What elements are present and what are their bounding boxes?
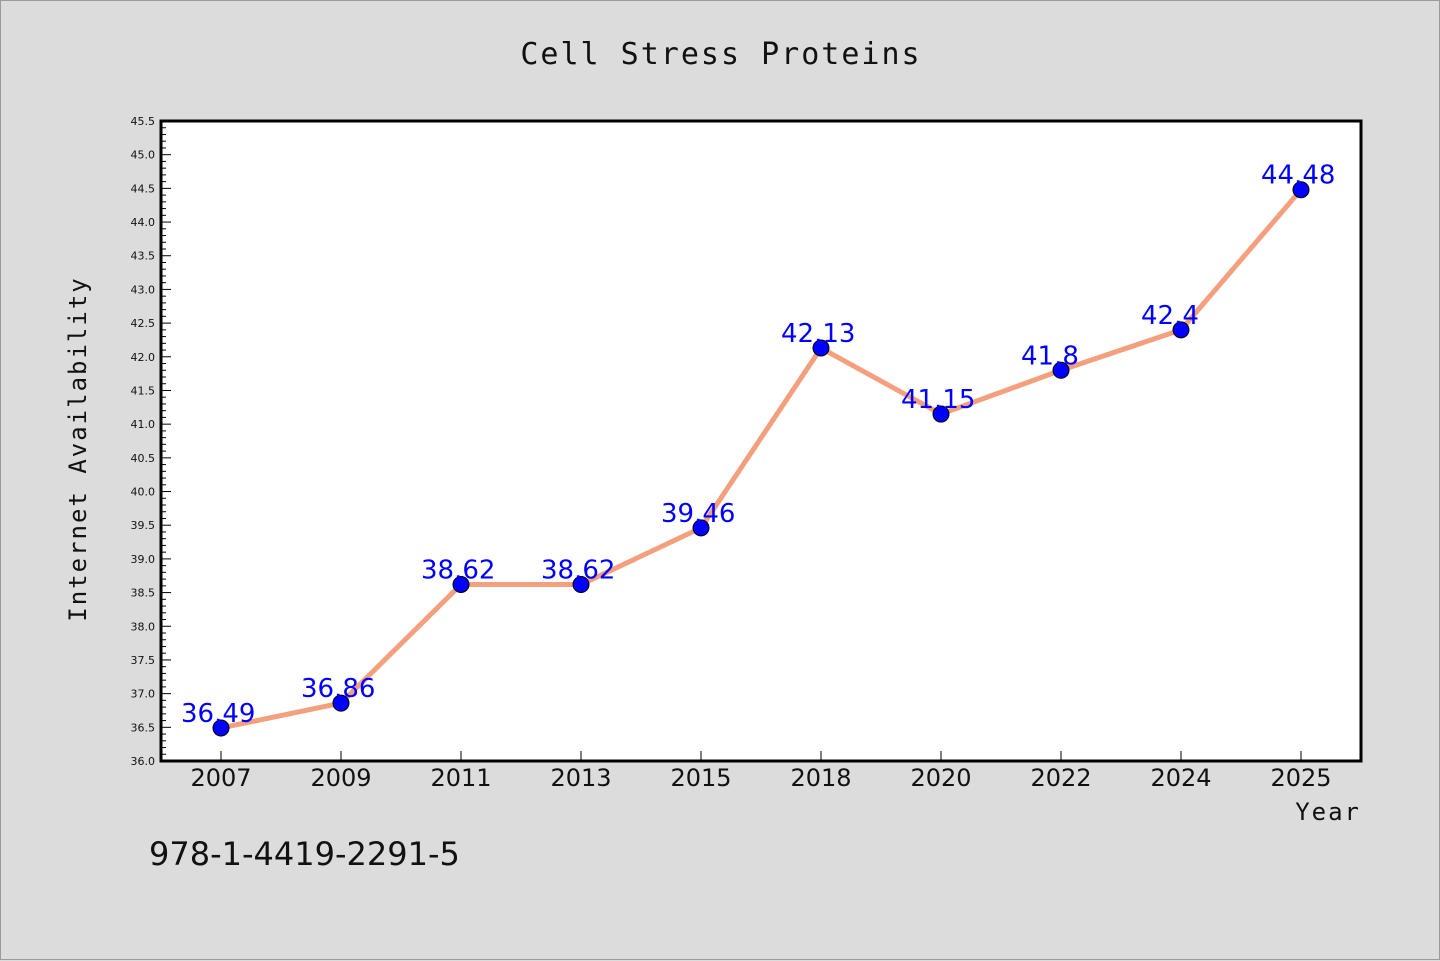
data-point (1292, 181, 1310, 199)
x-tick-label: 2007 (190, 764, 251, 792)
data-label: 36.86 (301, 674, 375, 704)
y-tick-label: 44.0 (131, 216, 156, 229)
data-point (212, 719, 230, 737)
isbn-text: 978-1-4419-2291-5 (149, 835, 460, 873)
y-tick-label: 45.0 (131, 149, 156, 162)
data-point (332, 694, 350, 712)
x-axis: 2007 2009 2011 2013 2015 2018 2020 2022 2024 2025 (190, 751, 1332, 792)
data-label: 36.49 (181, 699, 255, 729)
y-tick-label: 42.0 (131, 351, 156, 364)
x-tick-label: 2011 (430, 764, 491, 792)
y-tick-label: 39.0 (131, 553, 156, 566)
y-tick-label: 43.5 (131, 250, 156, 263)
x-tick-label: 2013 (550, 764, 611, 792)
y-tick-label: 42.5 (131, 317, 156, 330)
x-axis-label: Year (1295, 798, 1361, 826)
data-label: 41.15 (901, 385, 975, 415)
data-point (932, 405, 950, 423)
data-point (452, 575, 470, 593)
y-tick-label: 39.5 (131, 519, 156, 532)
data-point (692, 519, 710, 537)
x-tick-label: 2020 (910, 764, 971, 792)
data-point (572, 575, 590, 593)
data-point (1052, 361, 1070, 379)
x-tick-label: 2015 (670, 764, 731, 792)
y-tick-label: 41.0 (131, 418, 156, 431)
series-layer: 36.49 36.86 38.62 38.62 39.46 42.13 41.15 41.8 4… (181, 161, 1335, 737)
data-label: 42.13 (781, 319, 855, 349)
y-tick-label: 45.5 (131, 115, 156, 128)
y-tick-label: 44.5 (131, 182, 156, 195)
y-tick-label: 37.5 (131, 654, 156, 667)
y-tick-label: 40.5 (131, 452, 156, 465)
x-tick-label: 2018 (790, 764, 851, 792)
data-label: 44.48 (1261, 161, 1335, 191)
y-tick-label: 36.5 (131, 721, 156, 734)
x-tick-label: 2022 (1030, 764, 1091, 792)
y-tick-label: 36.0 (131, 755, 156, 768)
data-label: 41.8 (1021, 341, 1079, 371)
x-tick-label: 2009 (310, 764, 371, 792)
data-label: 38.62 (421, 555, 495, 585)
y-tick-label: 43.0 (131, 283, 156, 296)
y-tick-label: 40.0 (131, 486, 156, 499)
chart-title: Cell Stress Proteins (520, 37, 921, 72)
x-tick-label: 2024 (1150, 764, 1211, 792)
y-axis: 36.0 36.5 37.0 37.5 38.0 38.5 39.0 39.5 40.0 40.5… (131, 115, 171, 768)
y-tick-label: 38.0 (131, 620, 156, 633)
data-point (812, 339, 830, 357)
series-line (218, 187, 1304, 731)
y-tick-label: 37.0 (131, 688, 156, 701)
plot-border (159, 119, 1363, 763)
data-point (1172, 321, 1190, 339)
data-label: 39.46 (661, 499, 735, 529)
y-tick-label: 41.5 (131, 384, 156, 397)
x-tick-label: 2025 (1270, 764, 1331, 792)
y-axis-label: Internet Availability (64, 276, 92, 621)
data-label: 38.62 (541, 555, 615, 585)
data-label: 42.4 (1141, 301, 1199, 331)
y-tick-label: 38.5 (131, 587, 156, 600)
